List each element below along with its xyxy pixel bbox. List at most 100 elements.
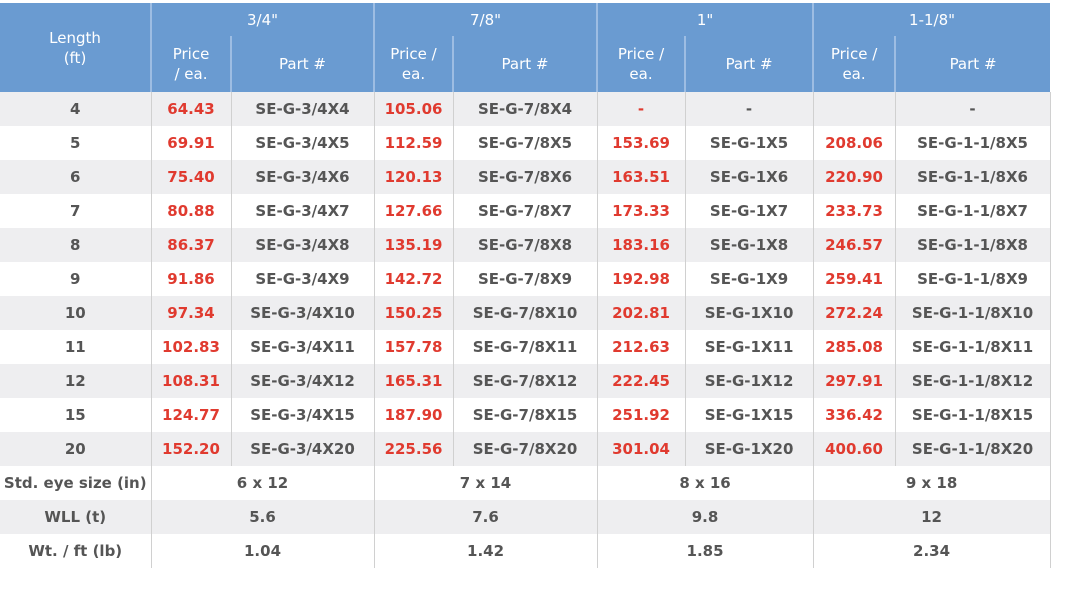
part-number-cell: SE-G-7/8X4 <box>452 92 598 126</box>
price-cell: 173.33 <box>596 194 686 228</box>
part-number-cell: SE-G-1-1/8X7 <box>894 194 1051 228</box>
price-cell: 246.57 <box>812 228 896 262</box>
part-header: Part # <box>684 36 814 92</box>
table-row: 11 102.83 SE-G-3/4X11 157.78 SE-G-7/8X11 212.… <box>0 330 1051 364</box>
part-number-cell: SE-G-1-1/8X10 <box>894 296 1051 330</box>
part-number-cell: SE-G-3/4X15 <box>230 398 375 432</box>
part-number-cell: SE-G-1-1/8X8 <box>894 228 1051 262</box>
part-number-cell: SE-G-1-1/8X12 <box>894 364 1051 398</box>
price-cell: 285.08 <box>812 330 896 364</box>
table-row: 4 64.43 SE-G-3/4X4 105.06 SE-G-7/8X4- - - <box>0 92 1051 126</box>
part-number-cell: - <box>684 92 814 126</box>
length-header: Length (ft) <box>0 3 151 92</box>
price-cell: 202.81 <box>596 296 686 330</box>
table-row: 20 152.20 SE-G-3/4X20 225.56 SE-G-7/8X20 301.… <box>0 432 1051 466</box>
part-number-cell: SE-G-1X12 <box>684 364 814 398</box>
length-cell: 6 <box>0 160 151 194</box>
price-header: Price / ea. <box>373 36 454 92</box>
part-number-cell: SE-G-1-1/8X5 <box>894 126 1051 160</box>
price-cell: 64.43 <box>150 92 231 126</box>
spec-value: 6 x 12 <box>150 466 375 500</box>
price-cell: 222.45 <box>596 364 686 398</box>
part-number-cell: SE-G-1X11 <box>684 330 814 364</box>
sling-price-table: Length (ft) 3/4" 7/8" 1" 1-1/8" Price / ea. Pa… <box>0 3 1051 568</box>
price-cell: 124.77 <box>150 398 231 432</box>
price-header: Price / ea. <box>150 36 231 92</box>
table-row: 12 108.31 SE-G-3/4X12 165.31 SE-G-7/8X12 222.… <box>0 364 1051 398</box>
table-header: Length (ft) 3/4" 7/8" 1" 1-1/8" Price / ea. Pa… <box>0 3 1051 92</box>
price-cell: 127.66 <box>373 194 454 228</box>
price-cell: 272.24 <box>812 296 896 330</box>
spec-row: WLL (t) 5.6 7.6 9.8 12 <box>0 500 1051 534</box>
price-cell: 165.31 <box>373 364 454 398</box>
part-number-cell: SE-G-7/8X8 <box>452 228 598 262</box>
price-cell: 225.56 <box>373 432 454 466</box>
spec-value: 5.6 <box>150 500 375 534</box>
part-header: Part # <box>229 36 375 92</box>
price-cell: 112.59 <box>373 126 454 160</box>
spec-value: 7 x 14 <box>373 466 598 500</box>
table-row: 6 75.40 SE-G-3/4X6 120.13 SE-G-7/8X6 163.51 SE… <box>0 160 1051 194</box>
length-cell: 8 <box>0 228 151 262</box>
part-header: Part # <box>894 36 1051 92</box>
part-number-cell: SE-G-1X10 <box>684 296 814 330</box>
price-cell: 297.91 <box>812 364 896 398</box>
part-number-cell: SE-G-3/4X12 <box>230 364 375 398</box>
price-cell: 157.78 <box>373 330 454 364</box>
part-header: Part # <box>452 36 598 92</box>
price-cell: 135.19 <box>373 228 454 262</box>
part-number-cell: SE-G-7/8X7 <box>452 194 598 228</box>
table-row: 5 69.91 SE-G-3/4X5 112.59 SE-G-7/8X5 153.69 SE… <box>0 126 1051 160</box>
part-number-cell: SE-G-1-1/8X15 <box>894 398 1051 432</box>
size-header: 3/4" <box>149 3 375 36</box>
part-number-cell: SE-G-3/4X8 <box>230 228 375 262</box>
table-row: 7 80.88 SE-G-3/4X7 127.66 SE-G-7/8X7 173.33 SE… <box>0 194 1051 228</box>
header-row-columns: Price / ea. Part # Price / ea. Part # Price … <box>0 36 1051 92</box>
price-cell: 102.83 <box>150 330 231 364</box>
price-header: Price / ea. <box>812 36 896 92</box>
spec-row: Wt. / ft (lb) 1.04 1.42 1.85 2.34 <box>0 534 1051 568</box>
table-row: 15 124.77 SE-G-3/4X15 187.90 SE-G-7/8X15 251.… <box>0 398 1051 432</box>
spec-label: Std. eye size (in) <box>3 474 147 492</box>
price-cell: 105.06 <box>373 92 454 126</box>
part-number-cell: SE-G-7/8X12 <box>452 364 598 398</box>
table-row: 9 91.86 SE-G-3/4X9 142.72 SE-G-7/8X9 192.98 SE… <box>0 262 1051 296</box>
length-cell: 11 <box>64 338 86 356</box>
spec-value: 1.04 <box>150 534 375 568</box>
size-header: 1" <box>596 3 814 36</box>
spec-value: 2.34 <box>812 534 1051 568</box>
price-cell: 192.98 <box>596 262 686 296</box>
part-number-cell: SE-G-1-1/8X9 <box>894 262 1051 296</box>
price-cell: 108.31 <box>150 364 231 398</box>
part-number-cell: SE-G-1X8 <box>684 228 814 262</box>
part-number-cell: SE-G-7/8X15 <box>452 398 598 432</box>
header-row-sizes: Length (ft) 3/4" 7/8" 1" 1-1/8" <box>0 3 1051 92</box>
price-cell: 212.63 <box>596 330 686 364</box>
length-cell: 20 <box>0 432 151 466</box>
part-number-cell: SE-G-3/4X11 <box>230 330 375 364</box>
price-cell: 69.91 <box>150 126 231 160</box>
price-cell: 120.13 <box>373 160 454 194</box>
spec-value: 7.6 <box>373 500 598 534</box>
part-number-cell: SE-G-3/4X20 <box>230 432 375 466</box>
size-header: 1-1/8" <box>812 3 1051 36</box>
spec-value: 12 <box>812 500 1051 534</box>
length-cell: 9 <box>70 270 81 288</box>
part-number-cell: SE-G-7/8X20 <box>452 432 598 466</box>
price-cell: 400.60 <box>812 432 896 466</box>
price-cell: 75.40 <box>150 160 231 194</box>
price-cell: 153.69 <box>596 126 686 160</box>
spec-row: Std. eye size (in) 6 x 12 7 x 14 8 x 16 9 x … <box>0 466 1051 500</box>
part-number-cell: SE-G-1X5 <box>684 126 814 160</box>
price-cell: 80.88 <box>150 194 231 228</box>
part-number-cell: SE-G-3/4X5 <box>230 126 375 160</box>
part-number-cell: - <box>894 92 1051 126</box>
table-body: 4 64.43 SE-G-3/4X4 105.06 SE-G-7/8X4- - -5 69.9… <box>0 92 1051 568</box>
price-cell: 301.04 <box>596 432 686 466</box>
price-cell <box>812 92 896 126</box>
price-header: Price / ea. <box>596 36 686 92</box>
spec-value: 1.85 <box>596 534 814 568</box>
length-cell: 10 <box>0 296 151 330</box>
length-cell: 4 <box>0 92 151 126</box>
price-cell: 259.41 <box>812 262 896 296</box>
